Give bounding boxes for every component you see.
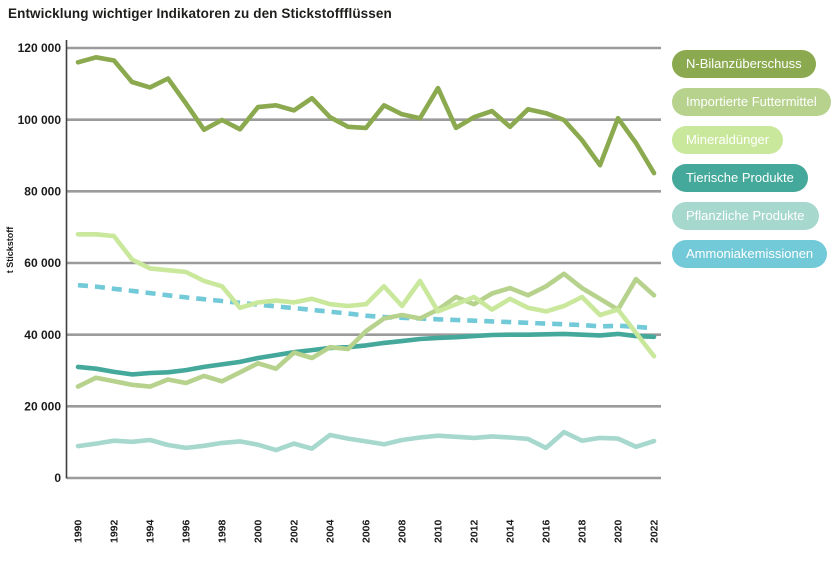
x-axis-tick-label: 1998 [217, 519, 229, 543]
legend-item[interactable]: Importierte Futtermittel [672, 88, 831, 116]
series-line [75, 429, 657, 453]
series-line [75, 271, 657, 389]
legend-item-label: Ammoniakemissionen [686, 246, 814, 261]
x-axis-tick-label: 2022 [649, 519, 661, 543]
legend-item-label: Pflanzliche Produkte [686, 208, 805, 223]
x-axis-tick-label: 1996 [181, 519, 193, 543]
y-axis-tick-label: 100 000 [18, 113, 62, 127]
x-axis-tick-label: 2004 [325, 519, 337, 543]
legend-item[interactable]: Tierische Produkte [672, 164, 808, 192]
x-axis-tick-label: 2014 [505, 519, 517, 543]
x-axis-tick-label: 2002 [289, 519, 301, 543]
y-axis-tick-label: 40 000 [24, 328, 61, 342]
legend-item[interactable]: Ammoniakemissionen [672, 240, 828, 268]
legend-item-label: Mineraldünger [686, 132, 770, 147]
chart-title: Entwicklung wichtiger Indikatoren zu den… [8, 6, 392, 21]
x-axis-tick-label: 2000 [253, 519, 265, 543]
x-axis-tick-label: 2008 [397, 519, 409, 543]
y-axis-tick-label: 80 000 [24, 185, 61, 199]
legend-item[interactable]: Mineraldünger [672, 126, 784, 154]
x-axis-tick-label: 2020 [613, 519, 625, 543]
x-axis-tick-label: 2010 [433, 519, 445, 543]
legend-item-label: N-Bilanzüberschuss [686, 56, 802, 71]
x-axis-tick-label: 1992 [109, 519, 121, 543]
x-axis-tick-label: 1990 [73, 519, 85, 543]
y-axis-title: t Stickstoff [5, 226, 15, 274]
x-axis-tick-label: 2016 [541, 519, 553, 543]
legend-item-label: Tierische Produkte [686, 170, 794, 185]
x-axis-tick-label: 2012 [469, 519, 481, 543]
y-axis-tick-label: 0 [54, 471, 61, 485]
legend-item[interactable]: N-Bilanzüberschuss [672, 50, 816, 78]
y-axis-tick-label: 120 000 [18, 41, 62, 55]
series-line [75, 54, 657, 176]
series-line [75, 331, 657, 377]
chart-legend: N-Bilanzüberschuss Importierte Futtermitt… [672, 50, 831, 278]
legend-item[interactable]: Pflanzliche Produkte [672, 202, 819, 230]
y-axis-tick-label: 60 000 [24, 256, 61, 270]
x-axis-tick-label: 2006 [361, 519, 373, 543]
legend-item-label: Importierte Futtermittel [686, 94, 817, 109]
y-axis-tick-label: 20 000 [24, 400, 61, 414]
series-line [77, 282, 655, 331]
x-axis-tick-label: 2018 [577, 519, 589, 543]
x-axis-tick-label: 1994 [145, 519, 157, 543]
series-line [75, 232, 657, 359]
